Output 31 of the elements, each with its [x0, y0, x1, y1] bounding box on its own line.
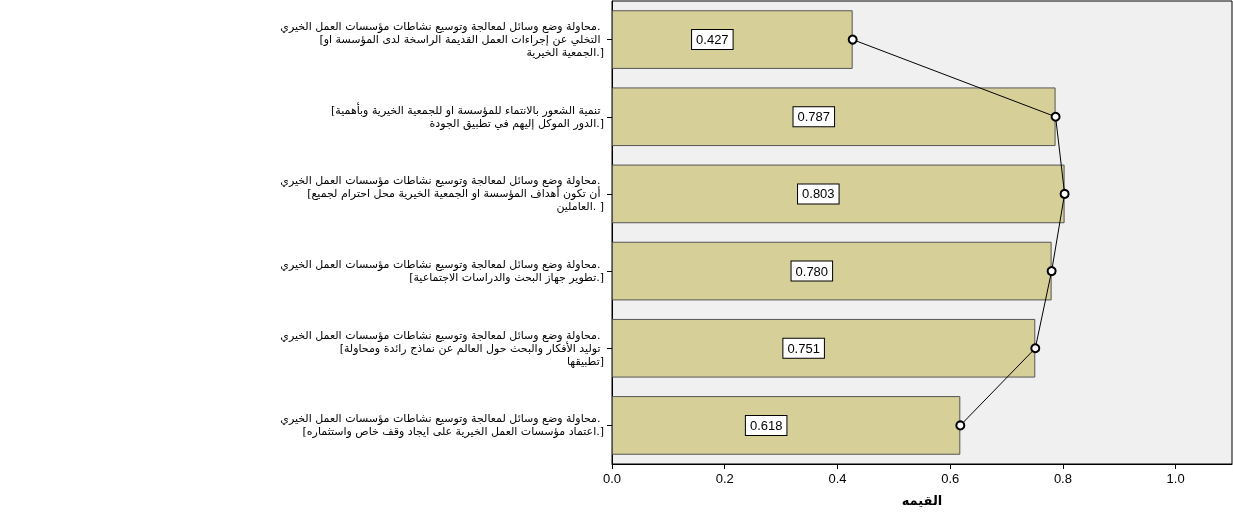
data-label: 0.803	[802, 186, 835, 202]
bar	[612, 87, 1056, 147]
bar	[612, 318, 1036, 378]
x-tick-label: 1.0	[1166, 471, 1185, 486]
data-label: 0.787	[797, 109, 831, 125]
x-tick-label: 0.6	[941, 471, 960, 486]
point	[1059, 188, 1070, 199]
bar	[612, 396, 961, 455]
data-label: 0.780	[795, 263, 829, 279]
bar	[612, 164, 1065, 224]
y-tick-label: محاولة وضع وسائل لمعالجة وتوسيع نشاطات مؤسسات العمل الخيري. [توليد الأفكار والبحث حول العالم عن نماذج رائدة ومحاولة تطبيقها]	[280, 328, 604, 368]
bar	[612, 10, 853, 69]
y-tick-label: محاولة وضع وسائل لمعالجة وتوسيع نشاطات مؤسسات العمل الخيري. [أن تكون أهداف المؤسسة او الجمعية الخيرية محل احترام لجميع العاملين. ]	[280, 174, 604, 214]
point	[1030, 343, 1041, 354]
x-tick-label: 0.8	[1053, 471, 1072, 486]
data-label: 0.618	[749, 417, 783, 433]
point	[1046, 266, 1057, 277]
y-tick-label: محاولة وضع وسائل لمعالجة وتوسيع نشاطات مؤسسات العمل الخيري. [اعتماد مؤسسات العمل الخيرية على ايجاد وقف خاص واستثماره.]	[280, 412, 604, 439]
point	[847, 34, 858, 45]
y-tick-label: محاولة وضع وسائل لمعالجة وتوسيع نشاطات مؤسسات العمل الخيري. [التخلي عن إجراءات العمل القديمة الراسخة لدى المؤسسة او الجمعية الخيرية.]	[280, 20, 604, 60]
x-tick-label: 0.0	[602, 471, 622, 486]
data-label: 0.427	[696, 32, 729, 48]
y-tick-label: محاولة وضع وسائل لمعالجة وتوسيع نشاطات مؤسسات العمل الخيري. [تطوير جهاز البحث والدراسات الاجتماعية.]	[280, 258, 604, 285]
x-tick-label: 0.2	[715, 471, 734, 486]
y-tick-label: [تنمية الشعور بالانتماء للمؤسسة او للجمعية الخيرية وبأهمية الدور الموكل إليهم في تطبيق الجودة.]	[331, 101, 604, 131]
point	[955, 420, 966, 431]
x-tick-label: 0.4	[828, 471, 847, 486]
bar	[612, 241, 1052, 301]
data-label: 0.751	[787, 340, 820, 356]
point	[1050, 111, 1061, 122]
x-axis-title: القيمه	[901, 493, 943, 508]
